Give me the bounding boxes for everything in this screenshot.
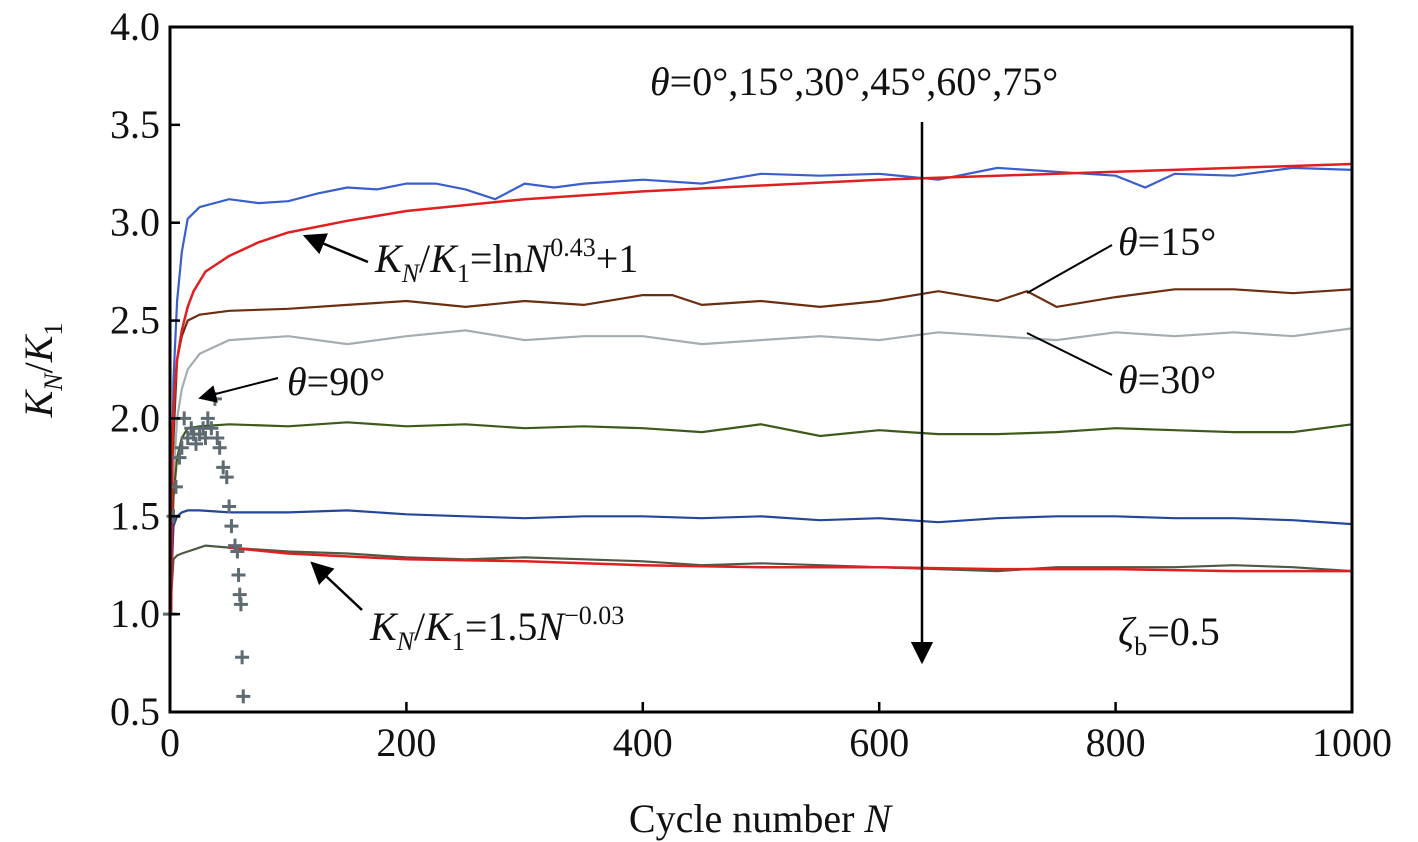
series-line-4 (168, 509, 1353, 615)
scatter-point-theta90 (204, 421, 219, 436)
scatter-point-theta90 (235, 650, 250, 665)
series-line-5 (168, 544, 1353, 615)
series-line-1 (168, 288, 1353, 615)
theta15-leader (1026, 244, 1113, 294)
y-tick-label: 3.0 (110, 200, 160, 245)
y-tick-label: 1.0 (110, 591, 160, 636)
y-axis-label: KN/K1 (16, 323, 68, 419)
y-tick-label: 3.5 (110, 102, 160, 147)
x-axis-label: Cycle number N (629, 796, 894, 841)
scatter-point-theta90 (198, 431, 213, 445)
y-tick-label: 2.5 (110, 298, 160, 343)
scatter-point-theta90 (172, 450, 187, 465)
scatter-point-theta90 (200, 411, 215, 426)
scatter-point-theta90 (189, 436, 204, 451)
scatter-point-theta90 (224, 519, 239, 534)
x-tick-label: 800 (1086, 720, 1146, 765)
scatter-point-theta90 (212, 440, 227, 455)
scatter-point-theta90 (230, 544, 245, 559)
x-tick-label: 600 (849, 720, 909, 765)
scatter-point-theta90 (219, 470, 234, 485)
theta90-label: θ=90° (287, 359, 385, 404)
x-tick-label: 200 (376, 720, 436, 765)
y-tick-label: 0.5 (110, 689, 160, 734)
series-line-6 (169, 162, 1353, 615)
theta30-leader (1026, 332, 1113, 376)
fit1-arrow (302, 233, 369, 264)
series-line-0 (168, 166, 1353, 615)
axis-ticks: 0 200 400 600 800 1000 0.5 1.0 1.5 2.0 2.5 3.0 3.5 4.… (110, 4, 1392, 765)
scatter-point-theta90 (216, 460, 231, 475)
theta30-label: θ=30° (1118, 357, 1216, 402)
fit2-arrow (310, 561, 363, 611)
x-tick-label: 400 (613, 720, 673, 765)
plot-frame (168, 25, 1354, 714)
x-tick-label: 0 (160, 720, 180, 765)
fit1-label: KN/K1=lnN0.43+1 (374, 233, 638, 288)
series-line-2 (168, 327, 1353, 615)
scatter-point-theta90 (236, 689, 251, 704)
series-line-7 (228, 546, 1352, 573)
scatter-point-theta90 (210, 431, 225, 445)
scatter-point-theta90 (233, 597, 248, 612)
theta90-arrow (198, 377, 279, 403)
y-tick-label: 4.0 (110, 4, 160, 49)
y-tick-label: 2.0 (110, 395, 160, 440)
scatter-point-theta90 (174, 440, 189, 455)
zeta-label: ζb=0.5 (1118, 609, 1220, 661)
scatter-point-theta90 (231, 568, 246, 582)
x-tick-label: 1000 (1312, 720, 1392, 765)
scatter-point-theta90 (222, 499, 237, 514)
y-tick-label: 1.5 (110, 493, 160, 538)
fit2-label: KN/K1=1.5N−0.03 (369, 601, 624, 656)
theta15-label: θ=15° (1118, 219, 1216, 264)
theta-list-annotation: θ=0°,15°,30°,45°,60°,75° (650, 59, 1058, 104)
series-layer (163, 162, 1353, 704)
